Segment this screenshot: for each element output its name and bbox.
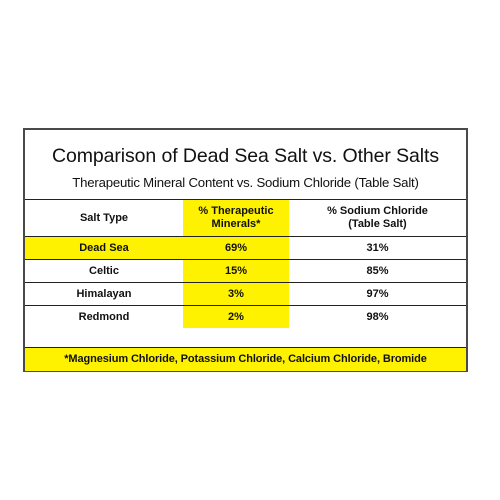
footnote: *Magnesium Chloride, Potassium Chloride,… — [25, 347, 466, 371]
sodium-value-cell: 85% — [289, 259, 466, 283]
table-row: Redmond 2% 98% — [25, 305, 466, 328]
table-row: Himalayan 3% 97% — [25, 282, 466, 306]
sodium-value-cell: 98% — [289, 305, 466, 328]
column-header-salt-type: Salt Type — [25, 199, 183, 237]
comparison-table: Salt Type % Therapeutic Minerals* % Sodi… — [25, 199, 466, 328]
page-subtitle: Therapeutic Mineral Content vs. Sodium C… — [72, 175, 419, 190]
therapeutic-value-cell: 69% — [183, 236, 289, 260]
therapeutic-value-cell: 2% — [183, 305, 289, 328]
sodium-value-cell: 97% — [289, 282, 466, 306]
salt-name-cell: Himalayan — [25, 282, 183, 306]
column-header-therapeutic-minerals: % Therapeutic Minerals* — [183, 199, 289, 237]
salt-name-cell: Celtic — [25, 259, 183, 283]
salt-name-cell: Redmond — [25, 305, 183, 328]
comparison-card: Comparison of Dead Sea Salt vs. Other Sa… — [23, 128, 468, 372]
therapeutic-value-cell: 15% — [183, 259, 289, 283]
table-header-row: Salt Type % Therapeutic Minerals* % Sodi… — [25, 199, 466, 237]
column-header-sodium-line2: (Table Salt) — [348, 218, 407, 230]
sodium-value-cell: 31% — [289, 236, 466, 260]
therapeutic-value-cell: 3% — [183, 282, 289, 306]
column-header-therapeutic-line1: % Therapeutic — [198, 205, 274, 217]
column-header-sodium-line1: % Sodium Chloride — [327, 205, 428, 217]
table-row: Dead Sea 69% 31% — [25, 236, 466, 260]
column-header-salt-type-label: Salt Type — [79, 211, 129, 224]
page-title: Comparison of Dead Sea Salt vs. Other Sa… — [52, 145, 439, 167]
salt-name-cell: Dead Sea — [25, 236, 183, 260]
column-header-sodium-chloride: % Sodium Chloride (Table Salt) — [289, 199, 466, 237]
column-header-therapeutic-line2: Minerals* — [211, 218, 261, 230]
table-row: Celtic 15% 85% — [25, 259, 466, 283]
